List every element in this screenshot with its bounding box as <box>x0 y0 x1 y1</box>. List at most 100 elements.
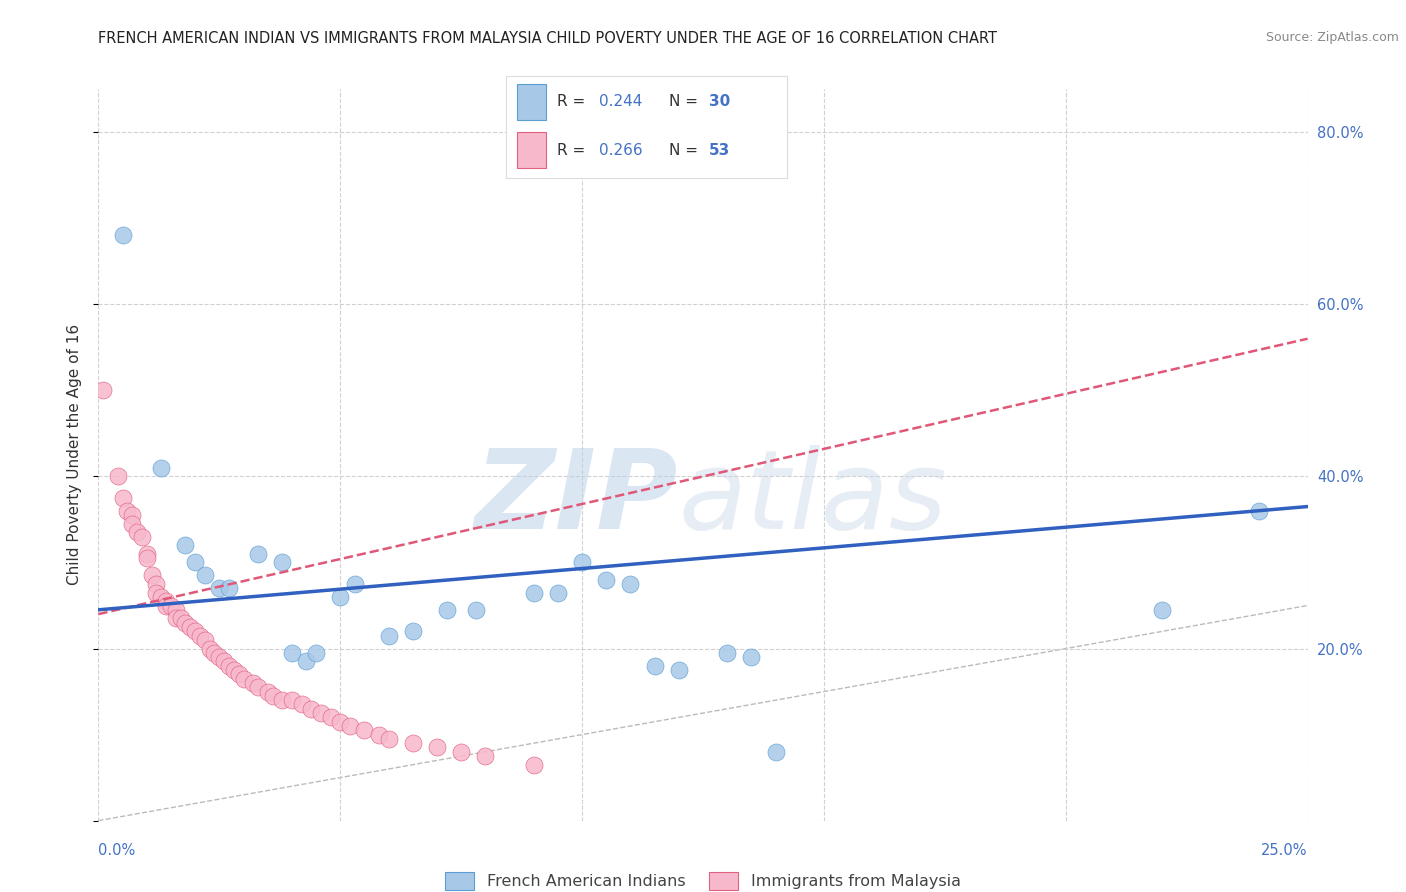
Text: N =: N = <box>669 143 703 158</box>
Point <box>571 556 593 570</box>
Point <box>1152 603 1174 617</box>
Point <box>644 658 666 673</box>
Text: atlas: atlas <box>679 445 948 552</box>
Point <box>619 577 641 591</box>
Text: 0.0%: 0.0% <box>98 843 135 858</box>
Point <box>150 460 173 475</box>
Point <box>242 676 264 690</box>
Point <box>165 611 187 625</box>
Point <box>131 530 153 544</box>
Point <box>91 384 114 398</box>
Text: 0.266: 0.266 <box>599 143 643 158</box>
Point <box>232 672 254 686</box>
Point <box>740 650 762 665</box>
Point <box>595 573 617 587</box>
Point <box>377 731 399 746</box>
Point <box>523 585 546 599</box>
Point <box>343 577 366 591</box>
Point <box>121 508 143 523</box>
Point <box>145 585 167 599</box>
Point <box>194 632 217 647</box>
Text: 0.244: 0.244 <box>599 95 643 110</box>
Point <box>436 603 458 617</box>
Point <box>174 538 197 552</box>
Text: 53: 53 <box>709 143 730 158</box>
Point <box>198 641 221 656</box>
Point <box>165 603 187 617</box>
Text: N =: N = <box>669 95 703 110</box>
Text: R =: R = <box>557 143 591 158</box>
Point <box>668 663 690 677</box>
Point <box>547 585 569 599</box>
FancyBboxPatch shape <box>517 132 546 168</box>
Y-axis label: Child Poverty Under the Age of 16: Child Poverty Under the Age of 16 <box>67 325 83 585</box>
Point <box>121 516 143 531</box>
Point <box>402 736 425 750</box>
Point <box>319 710 342 724</box>
FancyBboxPatch shape <box>517 84 546 120</box>
Point <box>141 568 163 582</box>
Point <box>464 603 486 617</box>
Point <box>169 611 191 625</box>
Point <box>135 551 157 566</box>
Point <box>402 624 425 639</box>
Point <box>450 745 472 759</box>
Point <box>426 740 449 755</box>
Point <box>1249 504 1271 518</box>
Point <box>271 556 294 570</box>
Point <box>474 749 496 764</box>
Point <box>368 728 391 742</box>
Point <box>256 684 278 698</box>
Point <box>295 655 318 669</box>
Point <box>339 719 361 733</box>
Point <box>111 228 134 243</box>
Point <box>353 723 375 738</box>
Point <box>145 577 167 591</box>
Point <box>184 556 207 570</box>
Point <box>127 525 149 540</box>
Point <box>179 620 201 634</box>
Point <box>111 491 134 505</box>
Legend: French American Indians, Immigrants from Malaysia: French American Indians, Immigrants from… <box>439 865 967 892</box>
Point <box>204 646 226 660</box>
Point <box>247 680 270 694</box>
Point <box>194 568 217 582</box>
Point <box>150 590 173 604</box>
Point <box>117 504 139 518</box>
Point <box>377 629 399 643</box>
Point <box>208 650 231 665</box>
Point <box>184 624 207 639</box>
Text: 30: 30 <box>709 95 730 110</box>
Point <box>765 745 787 759</box>
Text: R =: R = <box>557 95 591 110</box>
Point <box>155 599 177 613</box>
Point <box>523 757 546 772</box>
Point <box>188 629 211 643</box>
Text: 25.0%: 25.0% <box>1261 843 1308 858</box>
Text: FRENCH AMERICAN INDIAN VS IMMIGRANTS FROM MALAYSIA CHILD POVERTY UNDER THE AGE O: FRENCH AMERICAN INDIAN VS IMMIGRANTS FRO… <box>98 31 997 46</box>
Point <box>208 582 231 596</box>
Point <box>222 663 245 677</box>
Point <box>290 698 312 712</box>
Point <box>305 646 328 660</box>
Point <box>281 646 304 660</box>
Point <box>247 547 270 561</box>
Point <box>135 547 157 561</box>
Point <box>262 689 284 703</box>
Point <box>329 590 352 604</box>
Point <box>174 615 197 630</box>
Point <box>271 693 294 707</box>
Point <box>228 667 250 681</box>
Point <box>716 646 738 660</box>
Text: ZIP: ZIP <box>475 445 679 552</box>
Point <box>218 658 240 673</box>
Point <box>107 469 129 483</box>
Text: Source: ZipAtlas.com: Source: ZipAtlas.com <box>1265 31 1399 45</box>
Point <box>218 582 240 596</box>
Point <box>299 702 322 716</box>
Point <box>155 594 177 608</box>
Point <box>329 714 352 729</box>
Point <box>212 655 235 669</box>
Point <box>281 693 304 707</box>
Point <box>160 599 183 613</box>
